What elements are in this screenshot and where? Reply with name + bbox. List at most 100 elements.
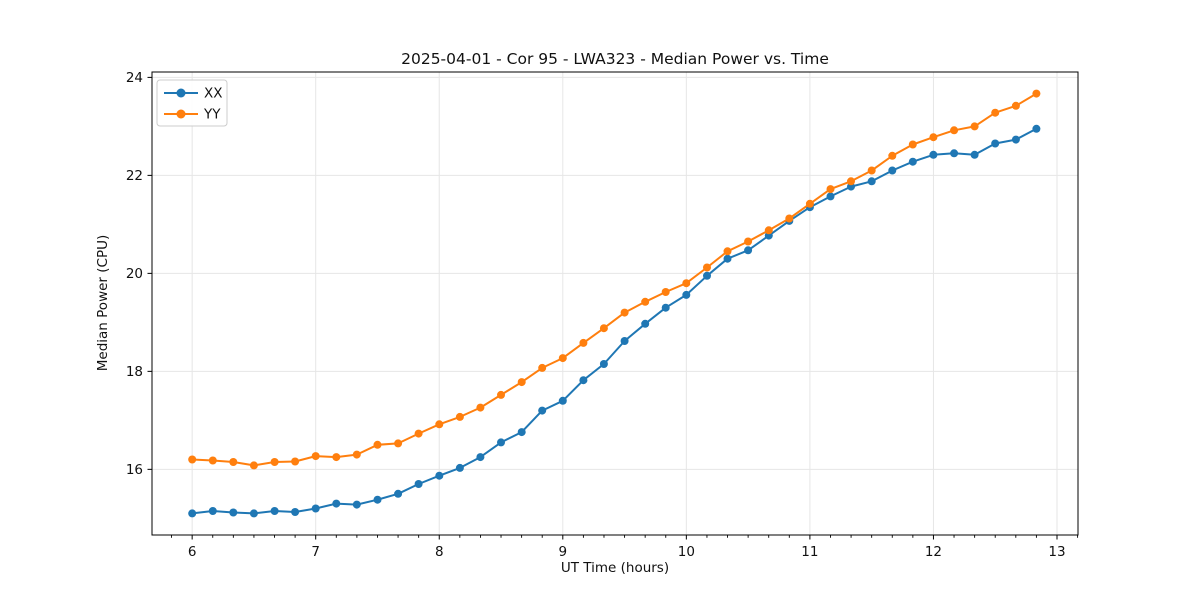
data-point-XX <box>826 192 835 201</box>
data-point-YY <box>970 122 979 131</box>
x-tick-label: 10 <box>678 544 695 560</box>
data-point-YY <box>558 354 567 363</box>
data-point-YY <box>538 363 547 372</box>
data-point-YY <box>352 450 361 459</box>
y-tick-label: 16 <box>126 462 143 478</box>
x-tick-label: 13 <box>1048 544 1065 560</box>
data-point-YY <box>188 455 197 464</box>
data-point-YY <box>723 247 732 256</box>
legend-label: XX <box>204 86 223 102</box>
data-point-YY <box>888 151 897 160</box>
data-point-YY <box>229 458 238 466</box>
axis-layer: 6 7 8 9 10 11 12 13 16 18 20 22 24 <box>126 70 1079 560</box>
data-point-YY <box>805 199 814 208</box>
data-point-XX <box>723 254 732 263</box>
data-point-XX <box>394 489 403 498</box>
data-point-YY <box>414 429 423 438</box>
legend-marker-sample <box>176 109 186 119</box>
data-point-XX <box>270 507 279 515</box>
legend: XX YY <box>156 79 228 127</box>
data-point-YY <box>661 288 670 296</box>
data-point-XX <box>311 504 320 513</box>
data-point-YY <box>579 338 588 347</box>
x-tick-label: 8 <box>435 544 444 560</box>
data-point-YY <box>291 457 300 466</box>
data-point-YY <box>620 308 629 317</box>
data-point-XX <box>744 246 753 255</box>
data-point-YY <box>517 378 526 387</box>
data-point-XX <box>476 453 485 462</box>
series-line-YY <box>191 92 1038 467</box>
data-point-YY <box>785 214 794 223</box>
data-point-YY <box>332 453 341 462</box>
x-tick-label: 11 <box>801 544 818 560</box>
y-tick-label: 22 <box>126 168 143 184</box>
x-tick-label: 7 <box>311 544 320 560</box>
data-point-XX <box>497 438 505 447</box>
data-point-YY <box>1032 89 1041 98</box>
data-point-YY <box>991 108 1000 117</box>
data-point-XX <box>641 319 650 328</box>
legend-marker-sample <box>176 88 186 98</box>
data-point-XX <box>188 509 197 518</box>
data-point-YY <box>703 263 711 272</box>
data-point-XX <box>991 139 1000 148</box>
data-point-YY <box>764 226 773 235</box>
data-point-XX <box>229 508 238 517</box>
x-axis-label: UT Time (hours) <box>561 560 669 576</box>
data-point-XX <box>1032 124 1041 133</box>
data-point-XX <box>435 471 444 480</box>
data-point-XX <box>249 509 258 518</box>
data-point-XX <box>682 290 691 299</box>
data-point-YY <box>744 237 753 246</box>
data-point-YY <box>847 177 855 186</box>
data-point-YY <box>599 324 608 333</box>
data-point-XX <box>888 166 897 175</box>
y-tick-label: 20 <box>126 266 143 282</box>
data-point-YY <box>1011 101 1020 110</box>
data-point-YY <box>826 185 835 194</box>
data-point-YY <box>641 297 650 306</box>
data-point-YY <box>476 403 485 412</box>
data-point-XX <box>661 303 670 312</box>
data-point-XX <box>599 360 608 368</box>
legend-label: YY <box>203 107 221 123</box>
data-point-XX <box>579 376 588 385</box>
y-tick-label: 24 <box>126 70 143 86</box>
x-tick-label: 12 <box>925 544 942 560</box>
data-point-XX <box>908 157 917 166</box>
data-point-YY <box>435 420 444 429</box>
data-point-XX <box>208 507 217 515</box>
data-point-XX <box>517 428 526 437</box>
data-point-YY <box>208 456 217 465</box>
data-point-YY <box>455 412 464 421</box>
data-point-XX <box>352 500 361 509</box>
data-point-XX <box>950 149 959 158</box>
data-point-XX <box>414 480 423 488</box>
y-tick-label: 18 <box>126 364 143 380</box>
data-point-XX <box>620 337 629 345</box>
data-point-XX <box>867 177 876 186</box>
y-axis-label: Median Power (CPU) <box>95 235 111 371</box>
data-point-YY <box>270 458 279 466</box>
data-point-YY <box>929 133 938 142</box>
chart-title: 2025-04-01 - Cor 95 - LWA323 - Median Po… <box>401 50 829 68</box>
data-point-XX <box>929 150 938 159</box>
data-point-YY <box>373 440 382 449</box>
x-tick-label: 6 <box>188 544 197 560</box>
data-point-XX <box>373 495 382 504</box>
data-layer <box>188 89 1041 518</box>
x-tick-label: 9 <box>559 544 568 560</box>
data-point-YY <box>867 166 876 175</box>
plot-border <box>151 71 1079 536</box>
data-point-YY <box>249 461 258 470</box>
data-point-XX <box>332 499 341 508</box>
data-point-YY <box>311 452 320 461</box>
data-point-YY <box>908 140 917 149</box>
data-point-XX <box>1011 135 1020 144</box>
data-point-YY <box>394 439 403 448</box>
data-point-YY <box>682 279 691 288</box>
data-point-XX <box>558 396 567 405</box>
